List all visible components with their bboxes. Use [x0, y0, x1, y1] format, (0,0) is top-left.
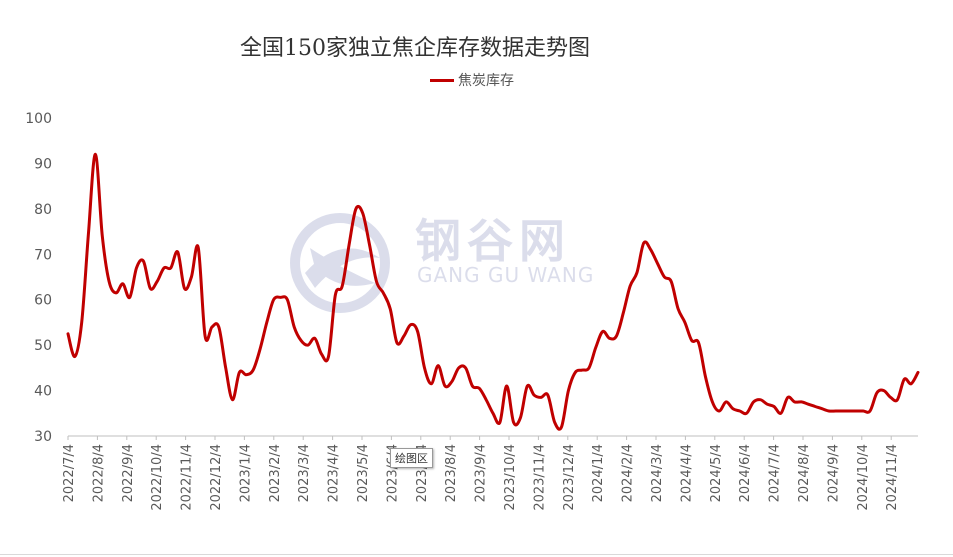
x-tick-label: 2024/4/4 — [679, 444, 694, 502]
y-tick-label: 60 — [34, 293, 52, 309]
x-tick-label: 2022/10/4 — [150, 444, 165, 511]
x-tick-label: 2022/8/4 — [91, 444, 106, 502]
x-tick-label: 2022/12/4 — [209, 444, 224, 511]
watermark: 钢谷网 GANG GU WANG — [285, 205, 615, 315]
x-tick-label: 2023/4/4 — [327, 444, 342, 502]
x-tick-label: 2024/1/4 — [591, 444, 606, 502]
x-tick-label: 2023/10/4 — [503, 444, 518, 511]
x-tick-label: 2023/12/4 — [562, 444, 577, 511]
x-tick-label: 2024/10/4 — [856, 444, 871, 511]
plot-area-tooltip: 绘图区 — [390, 448, 433, 468]
x-tick-label: 2024/5/4 — [709, 444, 724, 502]
y-tick-label: 80 — [34, 202, 52, 218]
y-tick-label: 70 — [34, 247, 52, 263]
legend-swatch — [430, 78, 454, 82]
y-tick-label: 40 — [34, 384, 52, 400]
x-tick-label: 2024/9/4 — [826, 444, 841, 502]
x-tick-label: 2023/5/4 — [356, 444, 371, 502]
x-tick-label: 2024/2/4 — [621, 444, 636, 502]
x-tick-label: 2022/7/4 — [62, 444, 77, 502]
x-tick-label: 2022/9/4 — [121, 444, 136, 502]
y-tick-label: 30 — [34, 429, 52, 445]
x-tick-label: 2023/8/4 — [444, 444, 459, 502]
y-tick-label: 100 — [25, 111, 52, 127]
x-tick-label: 2022/11/4 — [180, 444, 195, 511]
frame-bottom-border — [0, 554, 953, 555]
x-tick-label: 2024/6/4 — [738, 444, 753, 502]
x-tick-label: 2023/2/4 — [268, 444, 283, 502]
chart-title: 全国150家独立焦企库存数据走势图 — [240, 36, 590, 61]
x-tick-label: 2024/3/4 — [650, 444, 665, 502]
x-tick-label: 2023/9/4 — [474, 444, 489, 502]
x-tick-label: 2024/7/4 — [768, 444, 783, 502]
x-tick-label: 2024/8/4 — [797, 444, 812, 502]
legend-label: 焦炭库存 — [458, 73, 514, 89]
series-line-coke-inventory[interactable] — [66, 152, 920, 431]
x-tick-label: 2024/11/4 — [885, 444, 900, 511]
legend[interactable]: 焦炭库存 — [430, 70, 514, 90]
watermark-logo-icon — [290, 213, 390, 313]
y-tick-label: 90 — [34, 156, 52, 172]
watermark-en: GANG GU WANG — [417, 263, 595, 287]
watermark-cn: 钢谷网 — [415, 214, 571, 268]
x-tick-label: 2023/3/4 — [297, 444, 312, 502]
x-tick-label: 2023/1/4 — [238, 444, 253, 502]
x-tick-label: 2023/11/4 — [532, 444, 547, 511]
y-tick-label: 50 — [34, 338, 52, 354]
